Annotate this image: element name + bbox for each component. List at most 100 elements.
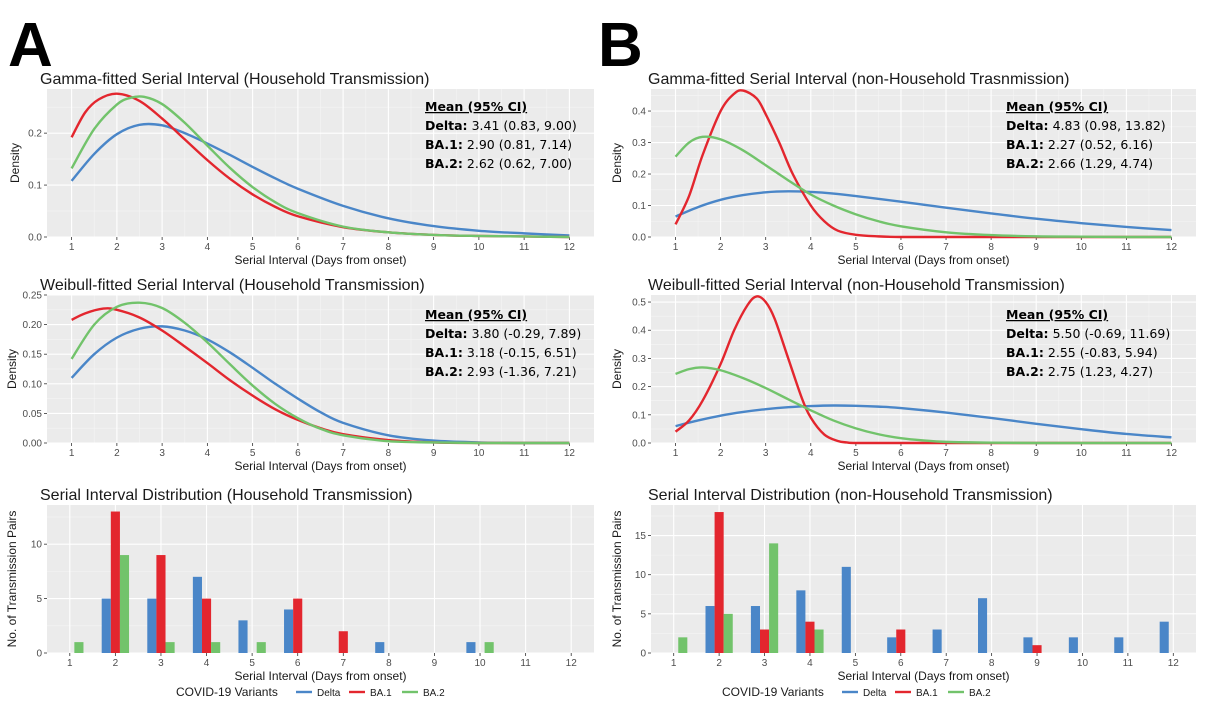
x-tick-label: 7 <box>340 242 346 253</box>
plot-background <box>47 505 594 653</box>
bar-delta <box>192 576 202 653</box>
x-tick-label: 4 <box>205 242 211 253</box>
bar-ba2 <box>484 642 494 653</box>
bar-delta <box>978 598 988 653</box>
y-axis-title: Density <box>610 349 624 389</box>
x-tick-label: 1 <box>67 658 73 669</box>
bar-ba1 <box>896 629 906 653</box>
x-tick-label: 12 <box>1168 658 1180 669</box>
x-tick-label: 8 <box>386 448 392 459</box>
annotation-value: 3.18 (-0.15, 6.51) <box>467 345 577 360</box>
plot-background <box>651 505 1196 653</box>
y-tick-label: 0.4 <box>632 326 646 337</box>
x-tick-label: 7 <box>943 448 949 459</box>
bar-delta <box>887 637 897 653</box>
bar-ba2 <box>211 642 221 653</box>
annotation-variant: BA.1: <box>1006 137 1044 152</box>
bar-ba1 <box>110 511 120 653</box>
x-tick-label: 10 <box>473 242 485 253</box>
chart-title: Serial Interval Distribution (Household … <box>40 487 413 504</box>
x-axis-title: Serial Interval (Days from onset) <box>234 253 406 267</box>
x-tick-label: 3 <box>158 658 164 669</box>
x-tick-label: 6 <box>898 658 904 669</box>
y-tick-label: 0.2 <box>632 382 646 393</box>
panel-letter-a: A <box>8 11 53 80</box>
annotation-line: BA.2: 2.75 (1.23, 4.27) <box>1006 364 1153 379</box>
x-axis-title: Serial Interval (Days from onset) <box>837 459 1009 473</box>
bar-ba2 <box>256 642 266 653</box>
x-tick-label: 11 <box>519 448 530 459</box>
annotation-variant: BA.2: <box>1006 364 1044 379</box>
annotation-header: Mean (95% CI) <box>1006 99 1108 114</box>
annotation-line: BA.1: 3.18 (-0.15, 6.51) <box>425 345 577 360</box>
legend-label: BA.2 <box>423 688 445 699</box>
y-tick-label: 0.00 <box>23 439 43 450</box>
bar-ba2 <box>165 642 175 653</box>
y-tick-label: 0.10 <box>23 379 43 390</box>
x-tick-label: 9 <box>1033 448 1039 459</box>
panel-letter-b: B <box>598 11 643 80</box>
bar-ba1 <box>156 555 166 653</box>
x-tick-label: 3 <box>159 242 165 253</box>
x-tick-label: 5 <box>853 448 859 459</box>
annotation-line: BA.2: 2.93 (-1.36, 7.21) <box>425 364 577 379</box>
x-tick-label: 6 <box>295 658 301 669</box>
bar-delta <box>841 566 851 653</box>
series-line-ba2 <box>675 366 1172 445</box>
y-tick-label: 15 <box>635 531 647 542</box>
y-tick-label: 0.3 <box>632 354 646 365</box>
annotation-variant: BA.1: <box>425 345 463 360</box>
x-tick-label: 7 <box>943 658 949 669</box>
legend-a: COVID-19 Variants Delta BA.1 BA.2 <box>176 685 445 699</box>
x-tick-label: 4 <box>808 242 814 253</box>
annotation-line: BA.1: 2.55 (-0.83, 5.94) <box>1006 345 1158 360</box>
x-tick-label: 9 <box>431 242 437 253</box>
y-tick-label: 0.0 <box>28 233 42 244</box>
x-tick-label: 2 <box>718 242 724 253</box>
x-tick-label: 12 <box>1166 242 1178 253</box>
annotation-value: 3.80 (-0.29, 7.89) <box>472 326 582 341</box>
y-tick-label: 10 <box>635 570 647 581</box>
series-line-ba2 <box>674 135 1172 239</box>
annotation-line: Delta: 5.50 (-0.69, 11.69) <box>1006 326 1170 341</box>
chart-title: Serial Interval Distribution (non-Househ… <box>648 487 1053 504</box>
x-tick-label: 4 <box>204 658 210 669</box>
x-tick-label: 7 <box>943 242 949 253</box>
series-line-delta <box>70 325 570 445</box>
y-tick-label: 0.1 <box>632 201 646 212</box>
bar-delta <box>284 609 294 653</box>
annotation-header: Mean (95% CI) <box>425 307 527 322</box>
x-tick-label: 8 <box>989 658 995 669</box>
annotation-variant: BA.1: <box>1006 345 1044 360</box>
bar-delta <box>466 642 476 653</box>
x-tick-label: 5 <box>250 448 256 459</box>
x-tick-label: 2 <box>114 448 120 459</box>
bar-delta <box>705 606 715 653</box>
bar-delta <box>932 629 942 653</box>
x-tick-label: 3 <box>159 448 165 459</box>
bar-delta <box>147 598 157 653</box>
bar-delta <box>1159 621 1169 653</box>
annotation-variant: Delta: <box>425 118 468 133</box>
y-tick-label: 5 <box>36 594 42 605</box>
x-tick-label: 8 <box>386 242 392 253</box>
x-tick-label: 6 <box>898 448 904 459</box>
y-tick-label: 0.1 <box>28 181 42 192</box>
bar-ba1 <box>293 598 303 653</box>
annotation-variant: BA.2: <box>425 364 463 379</box>
y-tick-label: 0.2 <box>632 170 646 181</box>
x-tick-label: 3 <box>763 242 769 253</box>
chart-title: Weibull-fitted Serial Interval (non-Hous… <box>648 277 1065 294</box>
legend-title: COVID-19 Variants <box>722 685 824 699</box>
bar-ba1 <box>805 621 815 653</box>
annotation-variant: Delta: <box>1006 118 1049 133</box>
x-tick-label: 12 <box>1166 448 1178 459</box>
chart-title: Gamma-fitted Serial Interval (Household … <box>40 71 429 88</box>
x-tick-label: 7 <box>340 448 346 459</box>
annotation-line: BA.2: 2.62 (0.62, 7.00) <box>425 156 572 171</box>
annotation-value: 4.83 (0.98, 13.82) <box>1053 118 1166 133</box>
x-tick-label: 4 <box>808 448 814 459</box>
